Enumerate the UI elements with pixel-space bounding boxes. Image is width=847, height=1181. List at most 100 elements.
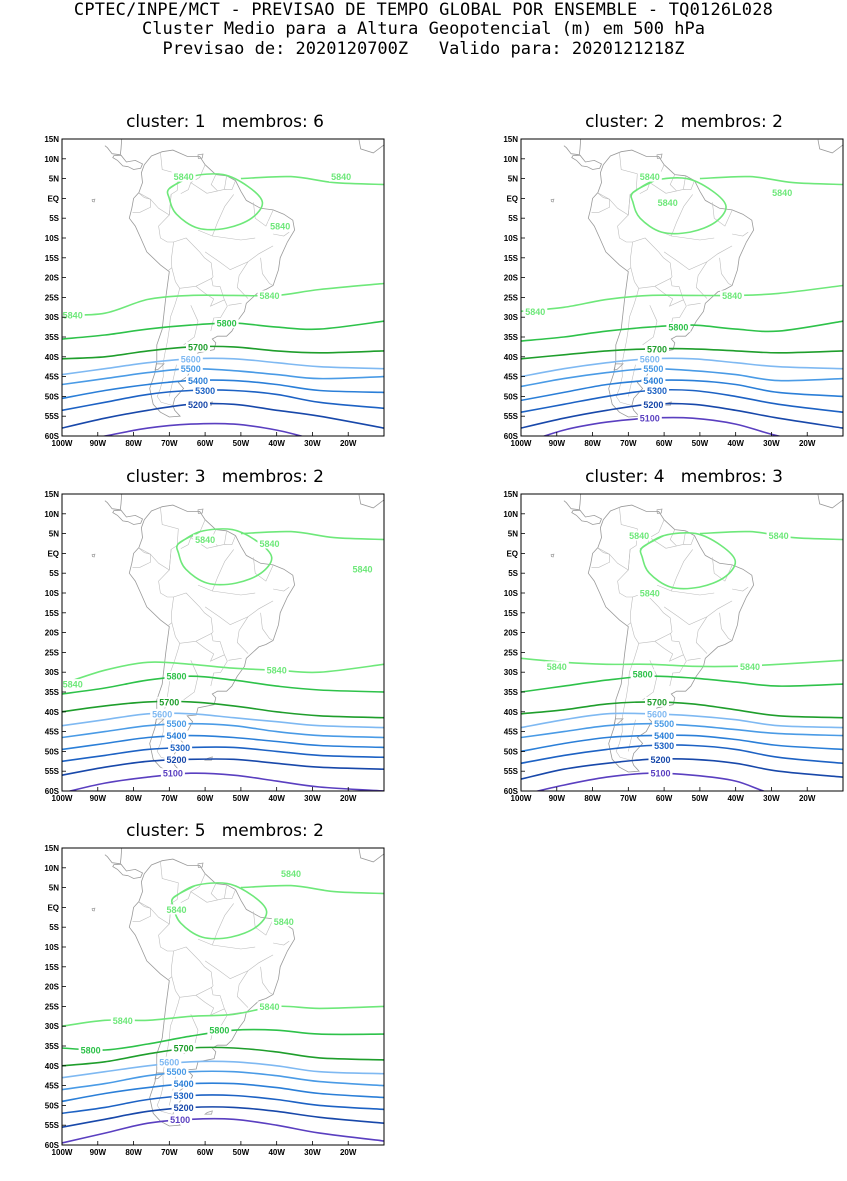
lat-tick-label: 10N xyxy=(503,155,518,164)
lat-tick-label: 40S xyxy=(45,1062,60,1071)
country-border xyxy=(180,519,206,549)
lon-tick-label: 30W xyxy=(304,1148,321,1157)
lat-tick-label: 5S xyxy=(49,214,59,223)
contour-line-5700 xyxy=(62,1046,384,1067)
country-border xyxy=(273,586,290,592)
lon-tick-label: 70W xyxy=(620,794,637,803)
country-border xyxy=(669,529,677,547)
lat-tick-label: 20S xyxy=(45,274,60,283)
country-border xyxy=(195,633,225,662)
country-border xyxy=(687,303,701,306)
country-border xyxy=(671,549,693,592)
contour-label-bg xyxy=(268,221,293,232)
contour-label: 5700 xyxy=(188,342,208,352)
lat-tick-label: 50S xyxy=(45,1101,60,1110)
island-outline xyxy=(550,553,555,558)
country-border xyxy=(183,660,199,701)
contour-label-bg xyxy=(257,290,282,301)
island-outline xyxy=(197,862,204,868)
africa-edge-outline xyxy=(358,139,384,154)
contour-line-5200 xyxy=(521,758,843,780)
header-dates: Previsao de: 2020120700Z Valido para: 20… xyxy=(162,39,685,59)
lat-tick-label: 50S xyxy=(504,747,519,756)
contour-line-5600 xyxy=(521,712,843,729)
lon-tick-label: 40W xyxy=(268,794,285,803)
contour-line-5300 xyxy=(521,744,843,765)
contour-label: 5840 xyxy=(740,662,760,672)
country-border xyxy=(253,557,274,582)
coastline xyxy=(550,494,843,773)
contour-line-5200 xyxy=(62,402,384,429)
lat-tick-label: 5S xyxy=(49,569,59,578)
country-border xyxy=(210,654,228,687)
lon-tick-label: 30W xyxy=(763,794,780,803)
lon-tick-label: 70W xyxy=(161,1148,178,1157)
island-outline xyxy=(197,153,204,159)
lat-tick-label: 25S xyxy=(45,1002,60,1011)
country-border xyxy=(615,288,639,406)
coastline xyxy=(91,139,384,418)
contour-label-bg xyxy=(652,730,677,741)
contour-label: 5840 xyxy=(113,1016,133,1026)
country-border xyxy=(649,180,695,194)
contour-label-bg xyxy=(544,661,569,672)
lon-tick-label: 90W xyxy=(549,794,566,803)
contour-line-5840 xyxy=(240,175,384,186)
contour-line-5100 xyxy=(66,772,384,791)
country-border xyxy=(654,278,684,307)
lon-tick-label: 90W xyxy=(90,439,107,448)
country-border xyxy=(156,288,180,406)
contour-label: 5600 xyxy=(181,354,201,364)
country-border xyxy=(204,600,274,626)
africa-edge-outline xyxy=(358,848,384,863)
contour-line-5840-loop xyxy=(639,532,737,590)
lat-tick-label: 55S xyxy=(45,767,60,776)
contour-label: 5840 xyxy=(772,188,792,198)
contour-label: 5600 xyxy=(152,709,172,719)
lon-tick-label: 90W xyxy=(549,439,566,448)
lat-tick-label: 40S xyxy=(45,708,60,717)
country-border xyxy=(669,654,687,687)
country-border xyxy=(591,192,611,213)
contour-label: 5400 xyxy=(654,731,674,741)
contour-line-5100 xyxy=(100,422,305,436)
contour-label-bg xyxy=(264,665,289,676)
contour-line-5800 xyxy=(62,675,384,695)
contour-label: 5200 xyxy=(650,755,670,765)
lat-tick-label: 30S xyxy=(45,313,60,322)
country-border xyxy=(132,547,152,568)
contour-label-bg xyxy=(60,310,85,321)
central-america-outline xyxy=(104,848,123,865)
country-border xyxy=(156,643,180,761)
country-border xyxy=(204,245,274,271)
lat-tick-label: 20S xyxy=(45,983,60,992)
contour-label-bg xyxy=(171,1043,196,1053)
lat-tick-label: EQ xyxy=(47,903,59,912)
lat-tick-label: 25S xyxy=(45,648,60,657)
contour-label: 5400 xyxy=(166,731,186,741)
country-border xyxy=(197,938,256,950)
country-border xyxy=(224,175,227,190)
lat-tick-label: 60S xyxy=(504,787,519,796)
lon-tick-label: 20W xyxy=(799,794,816,803)
contour-label-bg xyxy=(652,718,677,729)
country-border xyxy=(260,257,274,286)
country-border xyxy=(195,278,225,307)
lon-tick-label: 80W xyxy=(125,794,142,803)
contour-label-bg xyxy=(60,679,85,690)
contour-line-5840 xyxy=(240,884,384,895)
country-border xyxy=(132,901,152,922)
contour-line-5840-loop xyxy=(630,177,727,235)
country-border xyxy=(210,174,218,192)
contour-line-5500 xyxy=(62,367,384,386)
country-border xyxy=(649,535,695,549)
lat-tick-label: 10S xyxy=(45,589,60,598)
island-outline xyxy=(91,553,96,558)
country-border xyxy=(656,584,715,596)
contour-label-bg xyxy=(150,708,175,719)
contour-line-5840 xyxy=(521,657,843,668)
country-border xyxy=(695,261,708,299)
contour-label: 5840 xyxy=(274,917,294,927)
